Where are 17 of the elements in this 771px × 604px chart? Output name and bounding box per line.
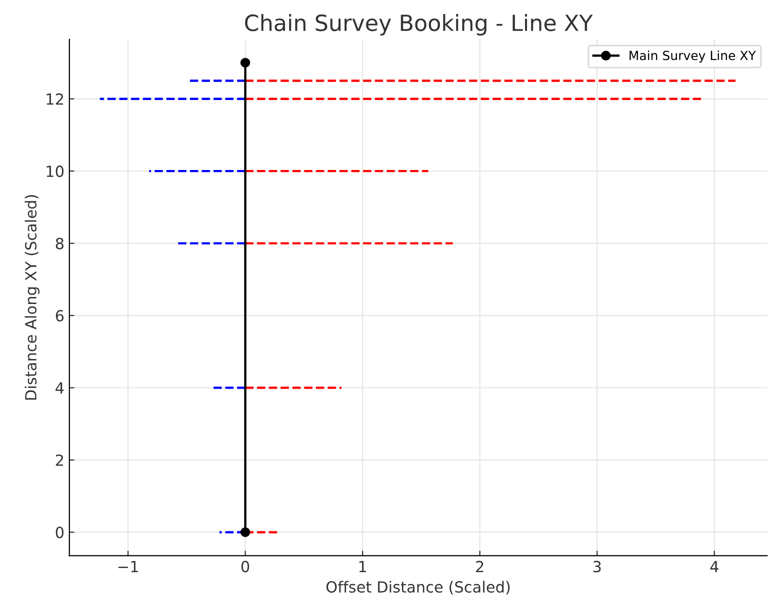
legend-label: Main Survey Line XY <box>630 50 756 63</box>
y-tick-label: 0 <box>56 526 64 538</box>
x-tick-label: 2 <box>476 560 484 572</box>
y-axis-title: Distance Along XY (Scaled) <box>24 195 40 400</box>
y-tick-label: 10 <box>46 166 64 178</box>
x-tick-label: 0 <box>241 560 250 572</box>
y-tick-label: 12 <box>46 93 63 105</box>
x-tick-label: −1 <box>118 561 138 572</box>
y-tick-label: 8 <box>56 238 64 250</box>
x-tick-label: 3 <box>593 560 601 572</box>
x-tick-label: 4 <box>710 561 718 572</box>
x-tick-label: 1 <box>359 561 366 572</box>
y-tick-label: 2 <box>56 454 63 466</box>
x-axis-title: Offset Distance (Scaled) <box>326 580 510 595</box>
y-tick-label: 4 <box>56 382 64 394</box>
chart-title: Chain Survey Booking - Line XY <box>245 14 593 36</box>
y-tick-label: 6 <box>56 310 64 322</box>
